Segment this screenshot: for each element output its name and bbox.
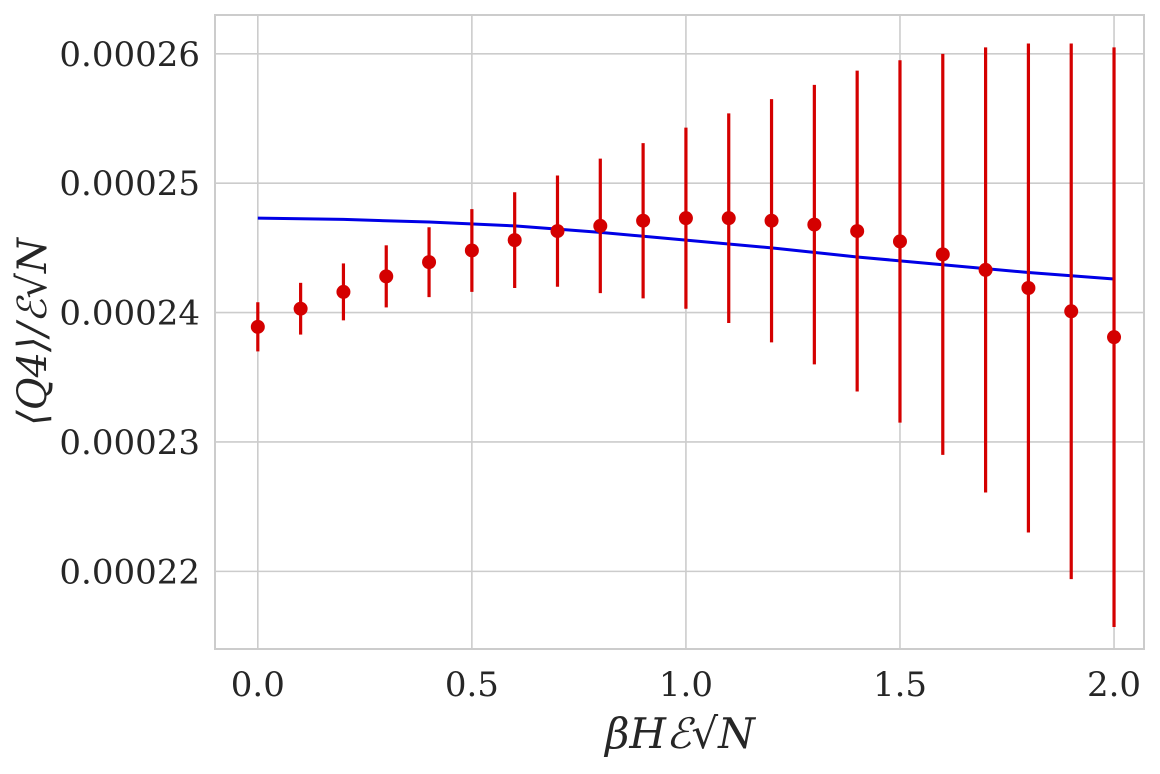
data-point: [721, 211, 736, 226]
data-point: [336, 284, 351, 299]
y-tick-label: 0.00022: [59, 552, 200, 592]
data-point: [636, 213, 651, 228]
series-layer: [250, 43, 1122, 628]
data-point: [550, 224, 565, 239]
y-tick-label: 0.00023: [59, 423, 200, 463]
y-tick-label: 0.00026: [59, 35, 200, 75]
data-point: [464, 243, 479, 258]
data-point: [892, 234, 907, 249]
data-point: [1064, 304, 1079, 319]
y-tick-label: 0.00024: [59, 294, 200, 334]
x-tick-label: 1.5: [873, 665, 927, 705]
data-point: [593, 218, 608, 233]
data-point: [807, 217, 822, 232]
data-point: [507, 233, 522, 248]
y-tick-label: 0.00025: [59, 164, 200, 204]
x-tick-label: 0.5: [445, 665, 499, 705]
x-tick-label: 0.0: [231, 665, 285, 705]
data-point: [850, 224, 865, 239]
data-point: [1021, 281, 1036, 296]
data-point: [678, 211, 693, 226]
data-point: [764, 213, 779, 228]
x-axis-label: βHℰ√N: [603, 709, 756, 758]
data-point: [978, 262, 993, 277]
x-tick-label: 2.0: [1087, 665, 1141, 705]
data-point: [250, 319, 265, 334]
x-tick-label: 1.0: [659, 665, 713, 705]
grid: [215, 15, 1144, 649]
x-tick-labels: 0.0 0.5 1.0 1.5 2.0: [231, 665, 1141, 705]
plot-frame: [214, 14, 1145, 650]
data-point: [935, 247, 950, 262]
y-axis-label: ⟨Q4⟩/ℰ√N: [10, 236, 56, 426]
data-point: [293, 301, 308, 316]
data-point: [379, 269, 394, 284]
data-point: [422, 255, 437, 270]
y-tick-labels: 0.00022 0.00023 0.00024 0.00025 0.00026: [59, 35, 200, 593]
data-point: [1107, 330, 1122, 345]
